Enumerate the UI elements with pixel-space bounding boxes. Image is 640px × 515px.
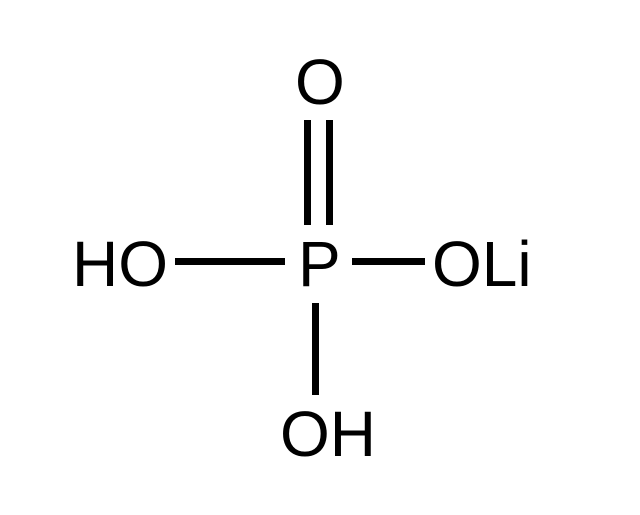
- atom-label-right: OLi: [432, 232, 532, 296]
- atom-label-center: P: [298, 232, 341, 296]
- bond-top-double-b: [326, 120, 333, 225]
- bond-right-single: [352, 258, 425, 265]
- bond-top-double-a: [304, 120, 311, 225]
- molecule-diagram: { "diagram": { "type": "chemical-structu…: [0, 0, 640, 515]
- atom-label-bottom: OH: [280, 402, 376, 466]
- bond-left-single: [175, 258, 285, 265]
- atom-label-top: O: [295, 50, 345, 114]
- bond-bottom-single: [312, 303, 319, 395]
- atom-label-left: HO: [72, 232, 168, 296]
